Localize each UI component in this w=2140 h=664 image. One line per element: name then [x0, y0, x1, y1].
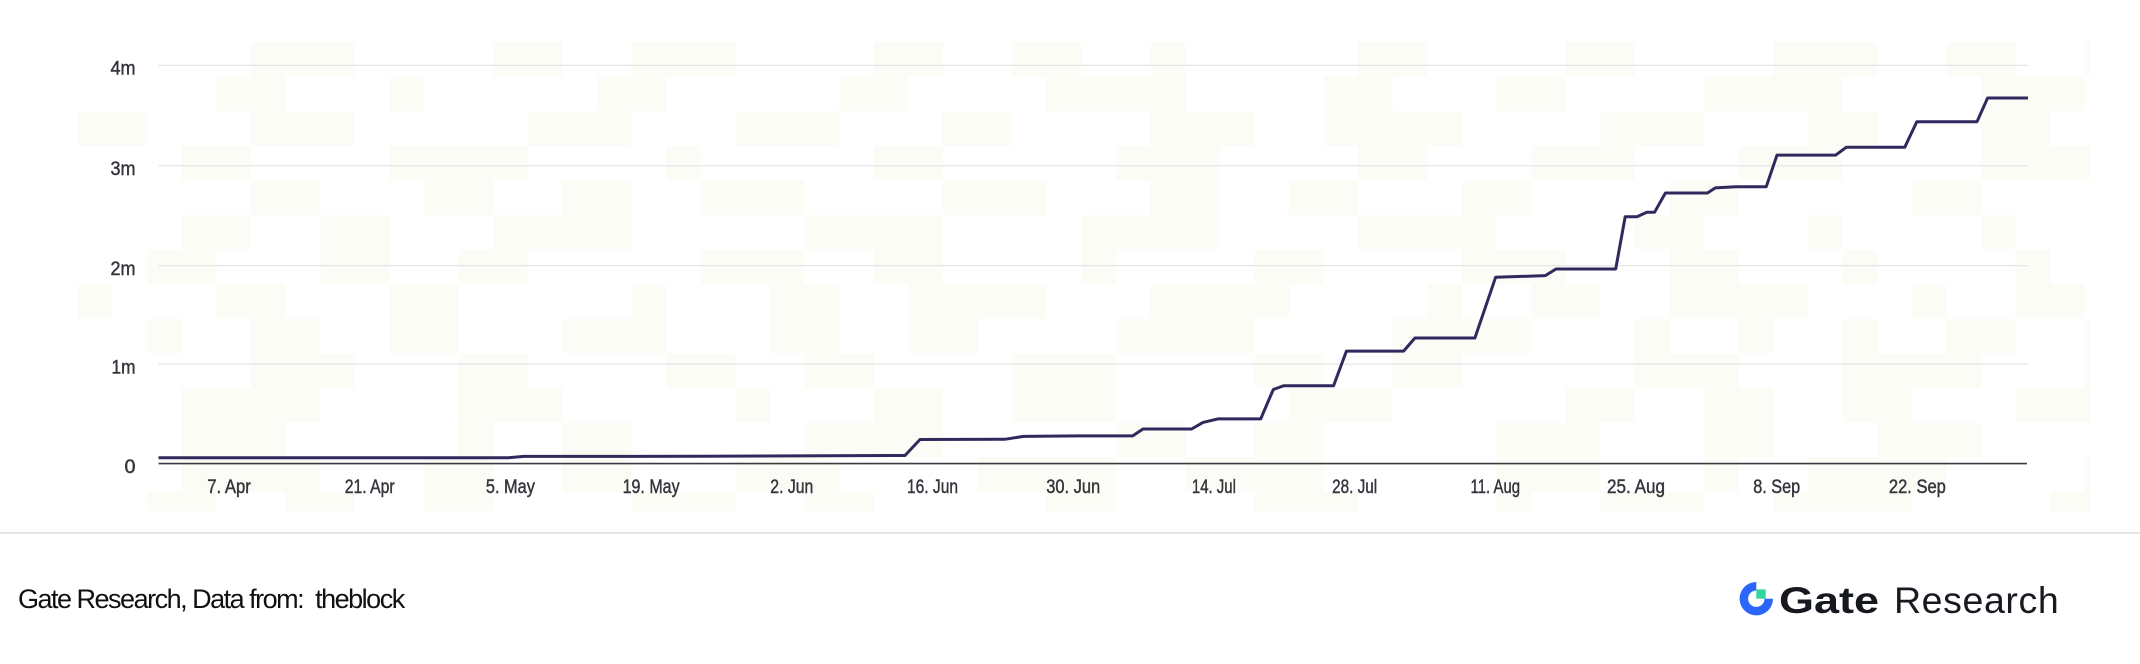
- svg-text:2. Jun: 2. Jun: [770, 476, 813, 498]
- svg-text:7. Apr: 7. Apr: [207, 476, 251, 498]
- svg-text:16. Jun: 16. Jun: [907, 476, 958, 498]
- svg-text:5. May: 5. May: [486, 476, 535, 498]
- svg-text:11. Aug: 11. Aug: [1471, 476, 1521, 498]
- svg-text:19. May: 19. May: [623, 476, 680, 498]
- svg-text:0: 0: [125, 457, 136, 478]
- svg-text:21. Apr: 21. Apr: [345, 476, 395, 498]
- svg-text:28. Jul: 28. Jul: [1332, 476, 1377, 498]
- svg-text:3m: 3m: [111, 159, 136, 180]
- svg-text:1m: 1m: [112, 357, 136, 378]
- svg-text:8. Sep: 8. Sep: [1753, 476, 1800, 498]
- svg-text:30. Jun: 30. Jun: [1046, 476, 1100, 498]
- svg-text:4m: 4m: [111, 59, 136, 80]
- svg-text:25. Aug: 25. Aug: [1607, 476, 1665, 498]
- svg-text:2m: 2m: [111, 259, 136, 280]
- svg-text:22. Sep: 22. Sep: [1889, 476, 1946, 498]
- svg-text:14. Jul: 14. Jul: [1192, 476, 1236, 498]
